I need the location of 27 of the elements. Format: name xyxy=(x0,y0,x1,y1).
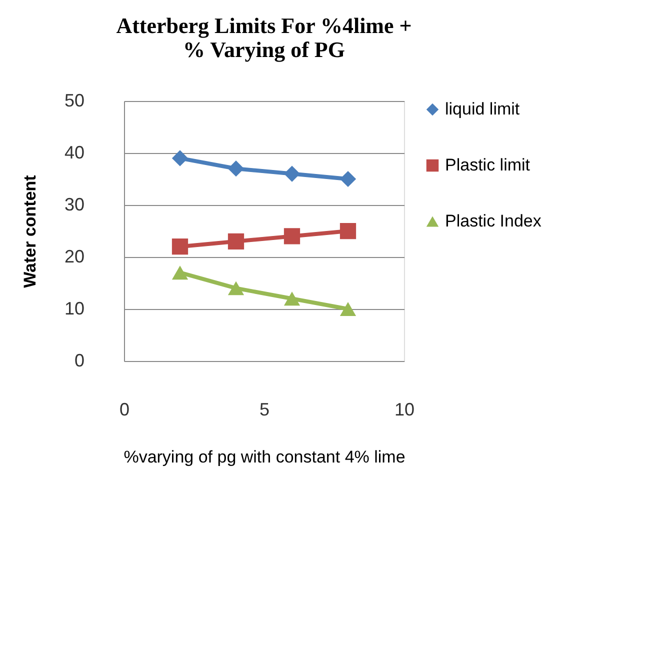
legend-label: Plastic Index xyxy=(445,212,542,230)
point xyxy=(228,233,244,250)
y-tick-label: 50 xyxy=(64,90,84,110)
point xyxy=(284,292,300,306)
y-tick-label: 0 xyxy=(74,350,84,370)
legend-label: liquid limit xyxy=(445,100,520,118)
x-tick-label: 10 xyxy=(394,400,415,420)
point xyxy=(340,302,356,316)
chart-title: Atterberg Limits For %4lime + % Varying of PG xyxy=(116,13,412,62)
point xyxy=(228,281,244,296)
y-tick-label: 40 xyxy=(64,142,84,162)
point xyxy=(284,166,300,182)
y-axis-title: Water content xyxy=(20,174,40,288)
legend-label: Plastic limit xyxy=(445,156,530,174)
point xyxy=(172,238,188,255)
point xyxy=(172,266,188,280)
point xyxy=(340,170,356,188)
x-tick-label: 5 xyxy=(259,400,270,420)
point xyxy=(284,228,300,244)
y-tick-label: 30 xyxy=(64,194,84,214)
point xyxy=(228,160,244,177)
y-tick-label: 20 xyxy=(64,246,84,266)
point xyxy=(172,150,188,166)
y-tick-label: 10 xyxy=(64,298,84,318)
point xyxy=(340,222,356,240)
x-tick-label: 0 xyxy=(119,400,130,420)
x-axis-title: %varying of pg with constant 4% lime xyxy=(124,448,406,466)
